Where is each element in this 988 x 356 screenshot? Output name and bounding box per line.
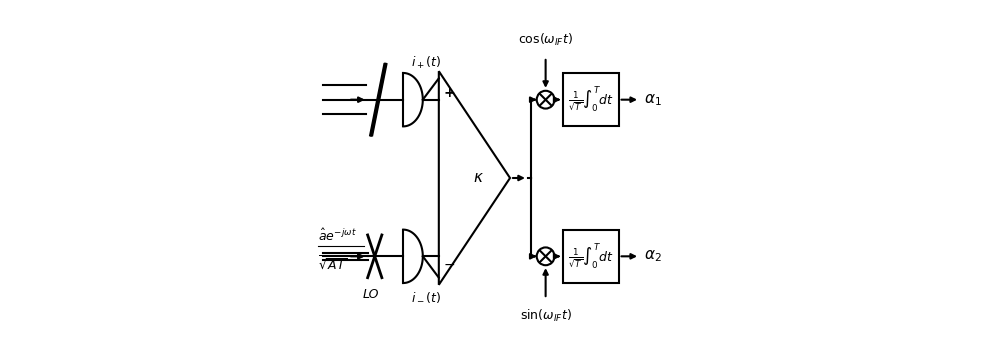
Text: $i_+(t)$: $i_+(t)$ — [411, 55, 442, 71]
Text: κ: κ — [473, 171, 482, 185]
Text: $\frac{1}{\sqrt{T}}\int_0^T dt$: $\frac{1}{\sqrt{T}}\int_0^T dt$ — [568, 242, 615, 271]
Text: $\alpha_2$: $\alpha_2$ — [643, 248, 661, 264]
Text: LO: LO — [363, 288, 379, 302]
Text: $\sin(\omega_{IF}t)$: $\sin(\omega_{IF}t)$ — [520, 308, 572, 324]
Text: +: + — [443, 85, 454, 100]
Text: $\hat{a}e^{-j\omega t}$: $\hat{a}e^{-j\omega t}$ — [318, 228, 357, 244]
Text: $-$: $-$ — [443, 256, 455, 271]
Text: $\alpha_1$: $\alpha_1$ — [643, 92, 661, 108]
Text: $i_-(t)$: $i_-(t)$ — [411, 290, 442, 304]
Text: $\cos(\omega_{IF}t)$: $\cos(\omega_{IF}t)$ — [518, 32, 573, 48]
Text: $\frac{1}{\sqrt{T}}\int_0^T dt$: $\frac{1}{\sqrt{T}}\int_0^T dt$ — [568, 85, 615, 114]
Text: $\overline{\sqrt{AT}}$: $\overline{\sqrt{AT}}$ — [318, 255, 347, 272]
